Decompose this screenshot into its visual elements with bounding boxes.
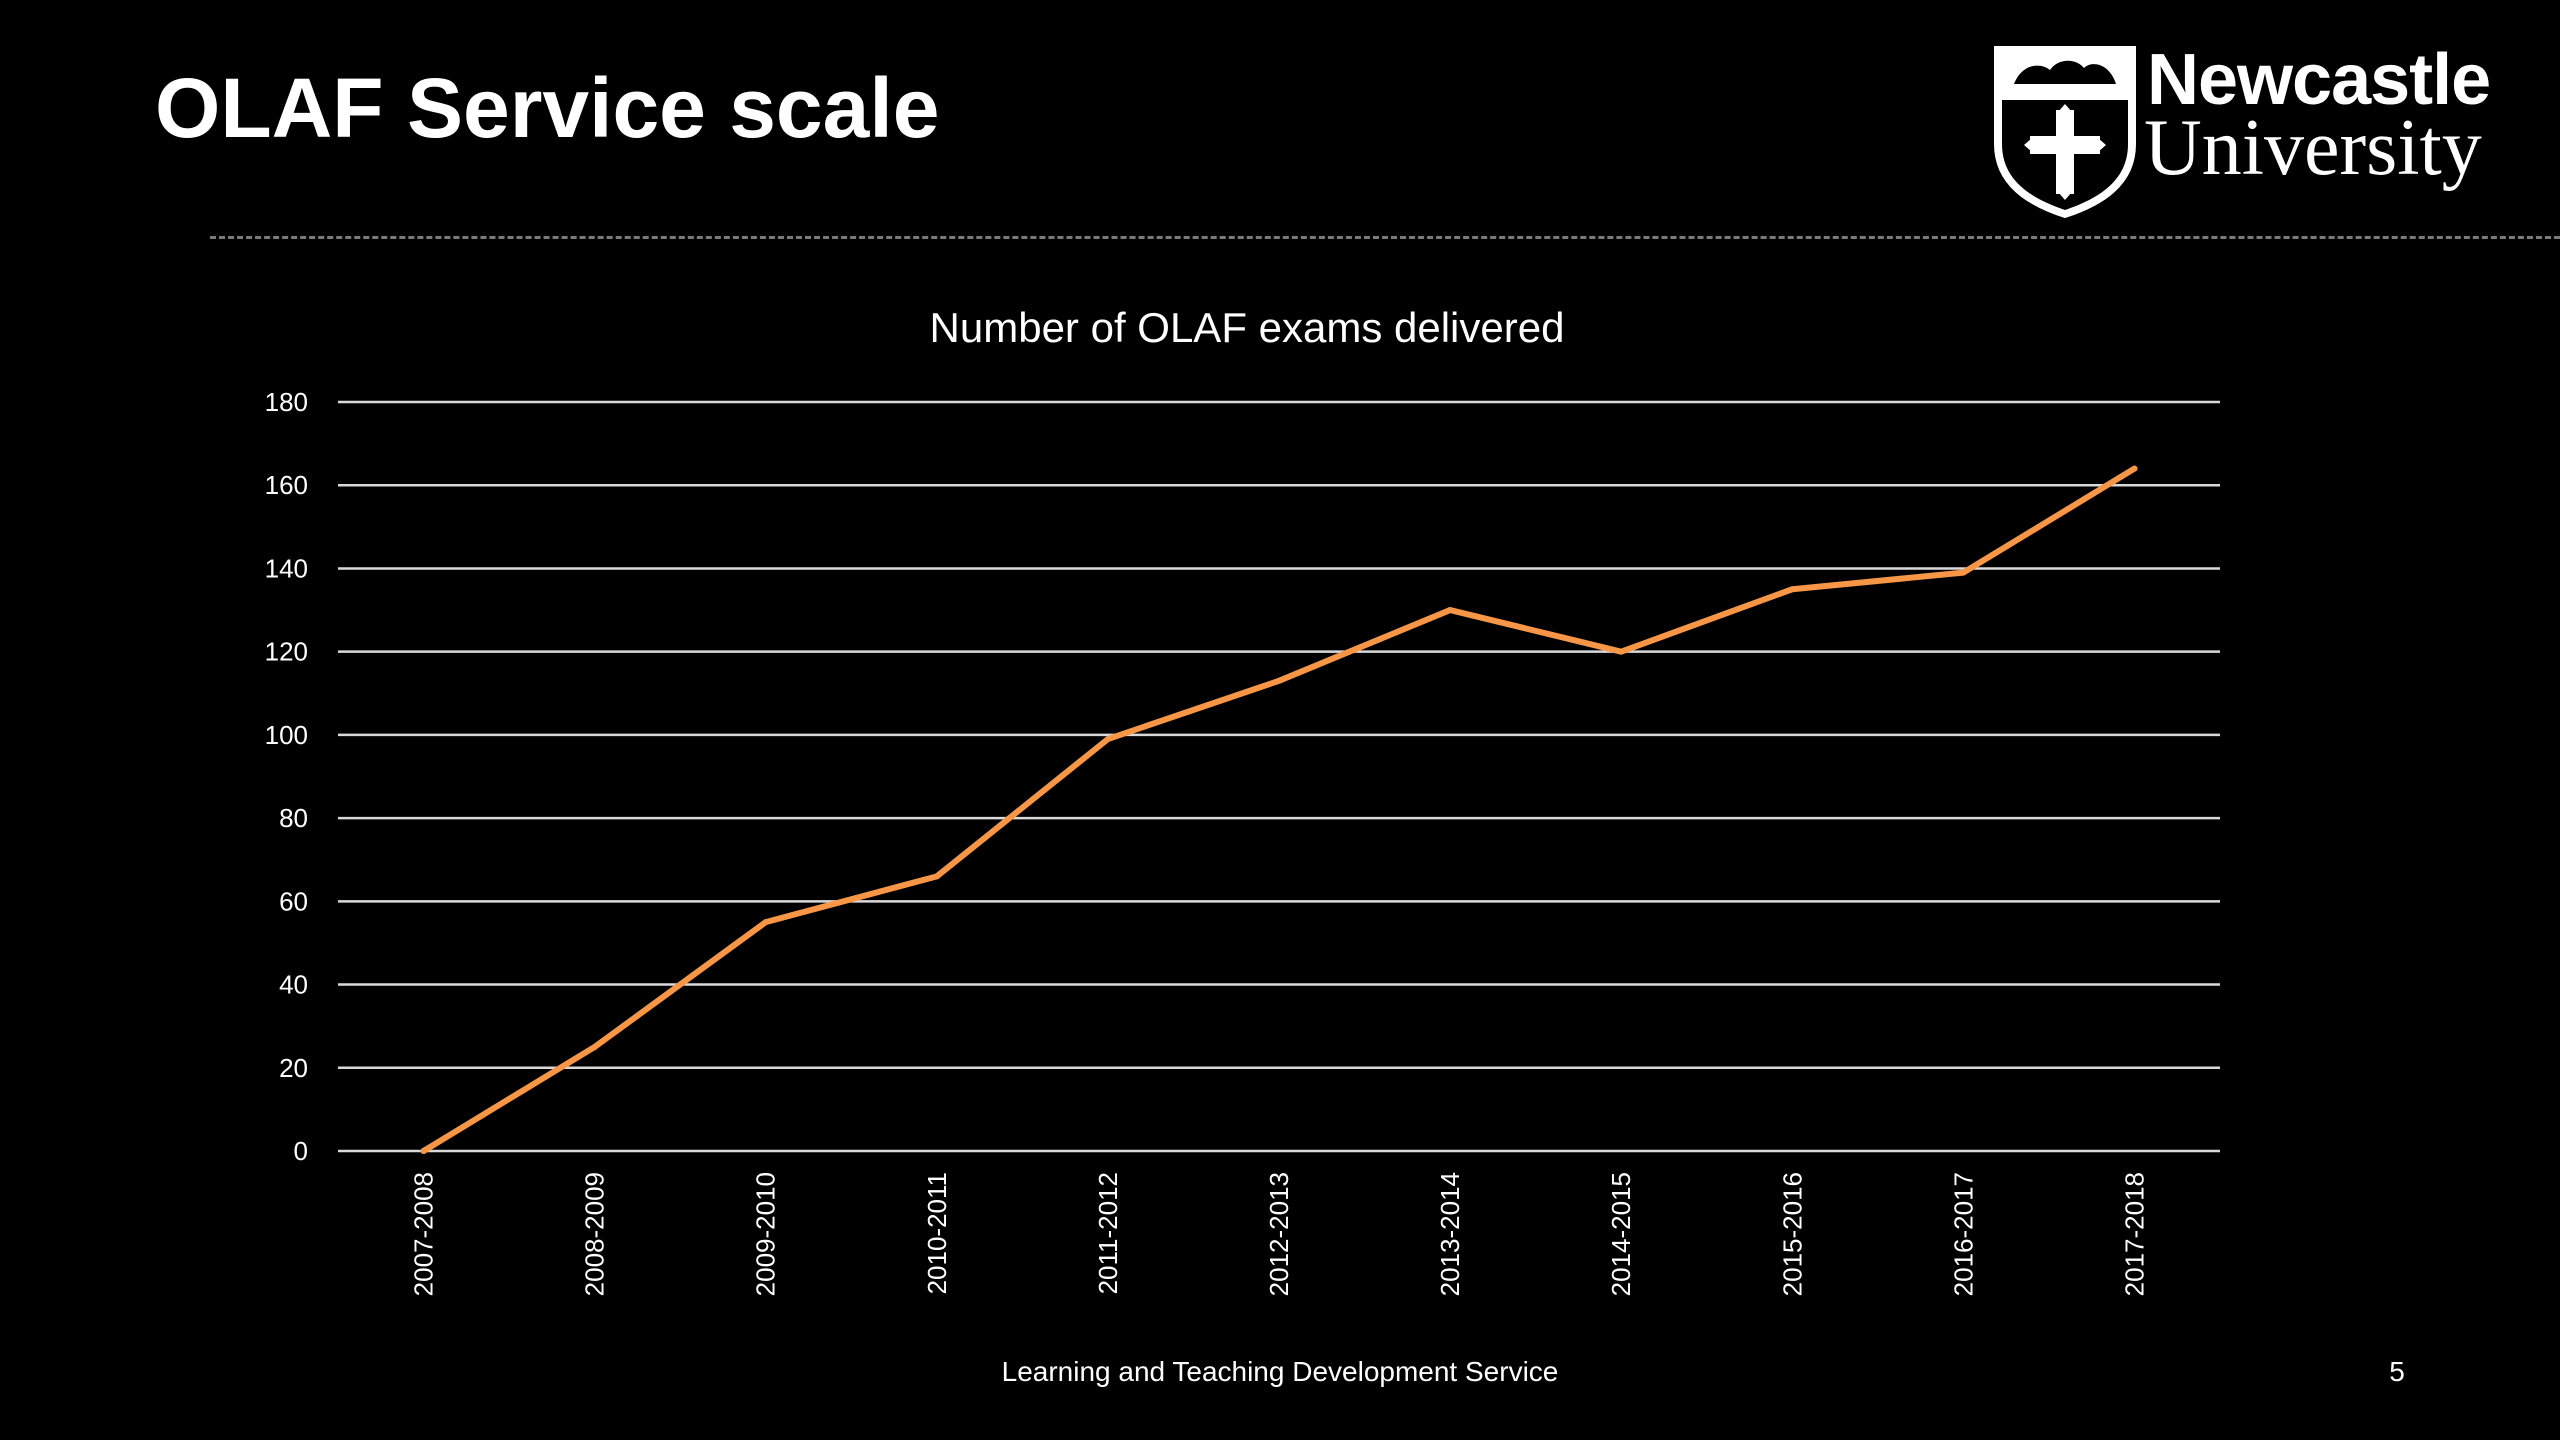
- data-point: [1789, 586, 1796, 593]
- data-point: [933, 873, 940, 880]
- data-point: [2131, 465, 2138, 472]
- logo-wordmark-line2: University: [2144, 104, 2482, 192]
- x-tick-label: 2007-2008: [409, 1172, 439, 1296]
- x-tick-label: 2011-2012: [1093, 1172, 1123, 1294]
- x-tick-label: 2012-2013: [1264, 1172, 1294, 1296]
- chart-title: Number of OLAF exams delivered: [930, 304, 1565, 351]
- data-point: [1618, 648, 1625, 655]
- y-tick-label: 140: [265, 553, 308, 583]
- x-axis-ticks: 2007-2008 2008-2009 2009-2010 2010-2011 2011…: [409, 1172, 2150, 1296]
- y-tick-label: 40: [279, 970, 308, 1000]
- y-tick-label: 180: [265, 387, 308, 417]
- series-layer: [420, 465, 2138, 1154]
- x-tick-label: 2016-2017: [1948, 1172, 1978, 1296]
- y-tick-label: 160: [265, 470, 308, 500]
- data-point: [420, 1148, 427, 1154]
- y-tick-label: 20: [279, 1053, 308, 1083]
- title-divider: [210, 236, 2560, 239]
- y-tick-label: 120: [265, 637, 308, 667]
- gridlines: [338, 400, 2220, 1153]
- series-line: [420, 465, 2138, 1154]
- data-point: [1276, 677, 1282, 684]
- data-point: [762, 919, 769, 926]
- x-tick-label: 2009-2010: [751, 1172, 781, 1296]
- x-tick-label: 2013-2014: [1435, 1172, 1465, 1296]
- slide-footer: Learning and Teaching Development Servic…: [1001, 1356, 1559, 1387]
- x-tick-label: 2010-2011: [922, 1172, 952, 1294]
- page-number: 5: [2389, 1356, 2405, 1387]
- y-tick-label: 100: [265, 720, 308, 750]
- data-point: [591, 1043, 598, 1050]
- y-axis-ticks: 0 20 40 60 80 100 120 140 160 180: [265, 387, 308, 1166]
- x-tick-label: 2008-2009: [580, 1172, 610, 1296]
- y-tick-label: 0: [294, 1136, 308, 1166]
- x-tick-label: 2017-2018: [2119, 1172, 2149, 1296]
- university-logo: Newcastle University: [1992, 44, 2532, 224]
- y-tick-label: 60: [279, 886, 308, 916]
- data-point: [1104, 736, 1111, 743]
- data-point: [1960, 569, 1967, 576]
- logo-wordmark-line1: Newcastle: [2147, 40, 2491, 120]
- data-point: [1447, 607, 1454, 614]
- x-tick-label: 2015-2016: [1777, 1172, 1807, 1296]
- university-crest-icon: [1994, 46, 2136, 219]
- y-tick-label: 80: [279, 803, 308, 833]
- x-tick-label: 2014-2015: [1606, 1172, 1636, 1296]
- slide-title: OLAF Service scale: [155, 61, 940, 155]
